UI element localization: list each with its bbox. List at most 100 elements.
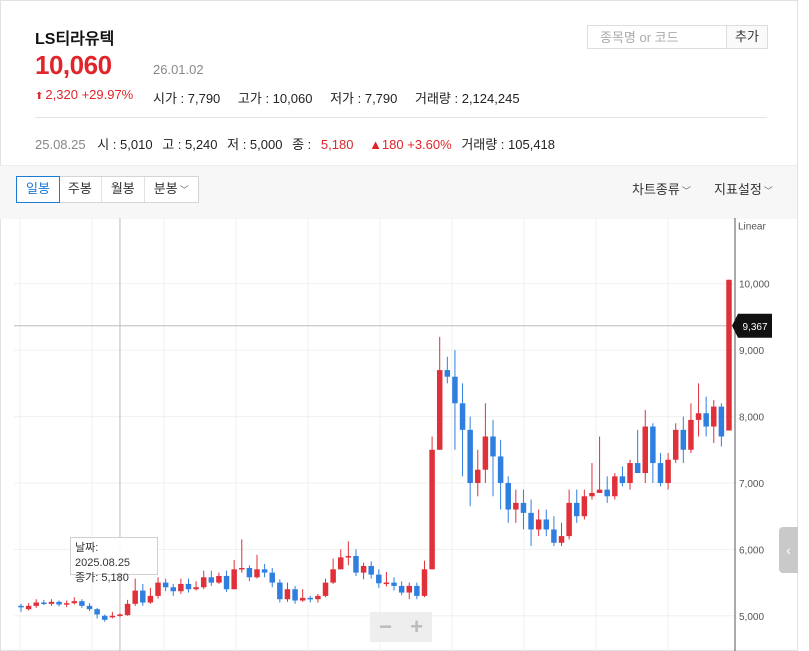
chart-toolbar: 일봉 주봉 월봉 분봉 ﹀ 차트종류 ﹀ 지표설정 ﹀ xyxy=(0,165,797,219)
candle-body xyxy=(71,601,78,604)
candle-body xyxy=(200,577,207,588)
stock-name: LS티라유텍 xyxy=(35,31,115,48)
candle-body xyxy=(672,429,679,460)
candlestick-chart[interactable]: Linear 5,000 6,000 7,000 8,000 9,000 10,000 9,3… xyxy=(0,218,797,651)
candle-body xyxy=(239,567,245,570)
candle-body xyxy=(322,582,329,596)
candle-body xyxy=(490,436,496,457)
candle-body xyxy=(86,605,93,610)
candle-body xyxy=(208,577,215,583)
candle-body xyxy=(711,406,717,427)
candle-body xyxy=(292,589,298,601)
detail-close: 종 : 5,180 xyxy=(292,137,359,152)
chart-tooltip: 날짜: 2025.08.25 종가: 5,180 xyxy=(70,537,158,584)
chevron-down-icon: ﹀ xyxy=(681,186,691,196)
candle-body xyxy=(79,601,85,606)
candle-body xyxy=(330,569,336,583)
candle-body xyxy=(604,489,610,497)
indicator-settings-menu[interactable]: 지표설정 ﹀ xyxy=(714,179,773,198)
candle-body xyxy=(338,557,344,570)
tab-monthly[interactable]: 월봉 xyxy=(102,177,145,202)
y-tick-label: 8,000 xyxy=(739,413,764,424)
crosshair-price-label: 9,367 xyxy=(742,322,767,333)
candle-body xyxy=(429,449,435,570)
candle-body xyxy=(360,565,367,573)
y-tick-label: 6,000 xyxy=(739,545,764,556)
candle-body xyxy=(223,575,230,590)
detail-close-label: 종 : xyxy=(292,137,315,152)
candle-body xyxy=(353,556,359,573)
candle-body xyxy=(284,589,291,600)
side-panel-toggle[interactable]: ‹ xyxy=(779,527,798,573)
daily-stats: 시가 : 7,790 고가 : 10,060 저가 : 7,790 거래량 : … xyxy=(153,88,534,107)
stock-search-input[interactable] xyxy=(588,26,726,48)
detail-low: 저 : 5,000 xyxy=(227,137,283,152)
period-tabs: 일봉 주봉 월봉 분봉 ﹀ xyxy=(16,176,199,203)
selected-day-detail: 25.08.25 시 : 5,010 고 : 5,240 저 : 5,000 종… xyxy=(35,134,561,153)
candle-body xyxy=(345,556,352,558)
candle-body xyxy=(231,569,237,590)
scale-label: Linear xyxy=(738,221,766,232)
divider xyxy=(35,117,767,118)
candle-body xyxy=(109,615,116,618)
candle-body xyxy=(535,519,542,530)
price-date: 26.01.02 xyxy=(153,62,204,77)
candle-body xyxy=(398,585,405,593)
candle-body xyxy=(421,569,428,596)
candle-body xyxy=(261,569,268,573)
candle-body xyxy=(436,370,443,450)
candle-body xyxy=(475,469,481,483)
candle-body xyxy=(124,603,131,616)
candle-body xyxy=(246,567,253,578)
chart-type-menu[interactable]: 차트종류 ﹀ xyxy=(632,179,691,198)
candle-body xyxy=(459,403,466,430)
tooltip-close: 종가: 5,180 xyxy=(75,572,129,584)
candle-body xyxy=(383,582,390,585)
candle-body xyxy=(528,512,534,530)
add-button[interactable]: 추가 xyxy=(727,25,768,49)
candle-body xyxy=(147,595,154,603)
candle-body xyxy=(254,569,260,578)
tab-weekly[interactable]: 주봉 xyxy=(59,177,102,202)
volume: 거래량 : 2,124,245 xyxy=(415,91,520,106)
candle-body xyxy=(619,476,626,483)
tab-daily[interactable]: 일봉 xyxy=(16,176,60,203)
indicator-settings-label: 지표설정 xyxy=(714,182,762,197)
candle-body xyxy=(520,502,527,513)
candle-body xyxy=(650,426,656,464)
candle-body xyxy=(162,582,169,588)
candle-body xyxy=(551,529,557,543)
price-change: ⬆ 2,320 +29.97% xyxy=(35,87,133,102)
tab-minute[interactable]: 분봉 ﹀ xyxy=(145,177,198,202)
candle-body xyxy=(718,406,725,437)
y-tick-label: 7,000 xyxy=(739,479,764,490)
candle-body xyxy=(482,436,489,470)
candle-body xyxy=(155,582,161,596)
crosshair-price-tag xyxy=(732,313,772,338)
up-arrow-icon: ⬆ xyxy=(35,91,44,102)
candle-body xyxy=(589,492,595,497)
tooltip-date: 날짜: 2025.08.25 xyxy=(75,542,131,569)
chevron-left-icon: ‹ xyxy=(786,542,791,558)
candle-body xyxy=(695,413,702,420)
candle-body xyxy=(406,585,412,593)
candle-body xyxy=(513,502,519,510)
candle-body xyxy=(56,601,62,605)
candle-body xyxy=(665,459,671,483)
candle-body xyxy=(596,489,603,493)
candle-body xyxy=(558,536,565,543)
zoom-out-icon[interactable]: − xyxy=(379,614,392,639)
candle-body xyxy=(193,587,199,590)
y-tick-label: 9,000 xyxy=(739,346,764,357)
zoom-controls: − + xyxy=(370,612,432,642)
candle-body xyxy=(185,583,192,590)
chevron-down-icon: ﹀ xyxy=(179,185,189,195)
zoom-in-icon[interactable]: + xyxy=(410,614,423,639)
candle-body xyxy=(299,597,306,601)
candle-body xyxy=(657,463,664,483)
candle-body xyxy=(444,370,451,377)
candle-body xyxy=(277,582,283,600)
open-price: 시가 : 7,790 xyxy=(153,91,221,106)
candle-body xyxy=(132,590,138,604)
candle-body xyxy=(41,602,47,605)
